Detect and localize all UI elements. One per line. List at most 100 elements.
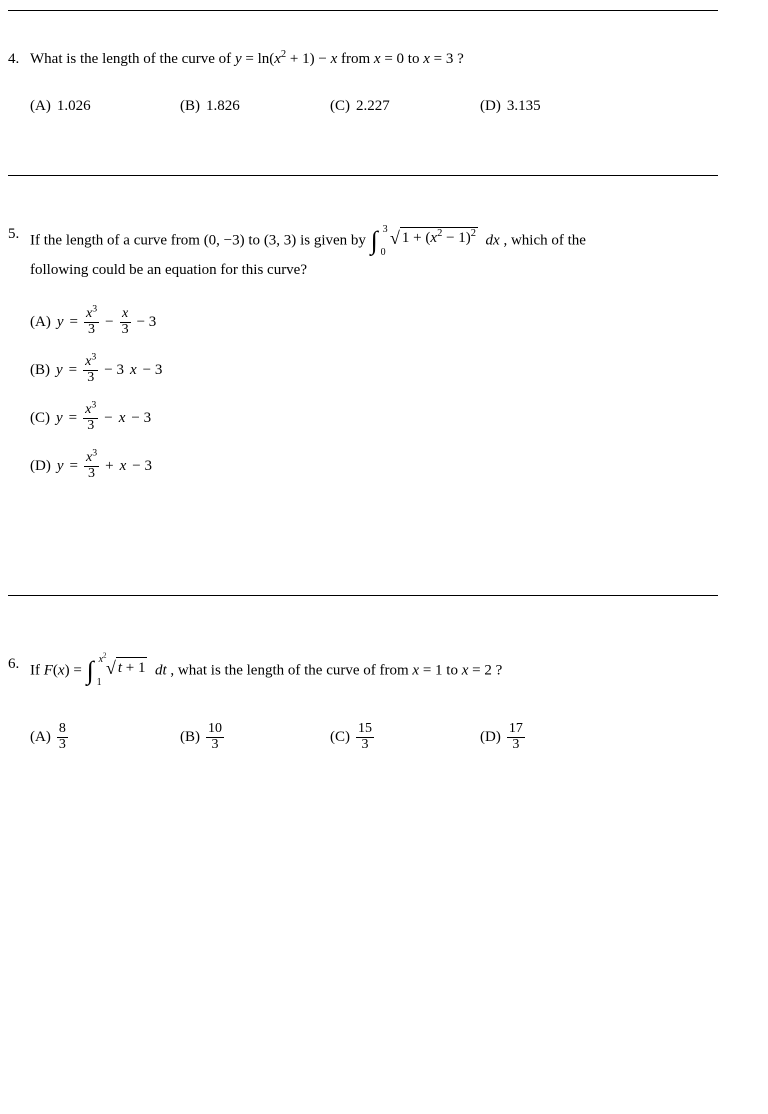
q5-tail: , which of the — [503, 232, 585, 248]
question-6: 6. If F(x) = ∫x21 √ t + 1 dt , what is t… — [8, 656, 760, 752]
q6d-frac: 173 — [507, 722, 525, 752]
q5a-f1s: 3 — [92, 303, 97, 314]
q6-choice-c: (C) 153 — [330, 722, 480, 752]
q5b-y: y — [56, 362, 63, 379]
q5a-y: y — [57, 314, 64, 331]
choice-label: (D) — [30, 458, 51, 475]
q6d-n: 17 — [507, 722, 525, 738]
q5a-f2n: x — [120, 307, 131, 323]
q4-x2: x — [331, 51, 338, 67]
q4-to-val: = 3 ? — [430, 51, 464, 67]
q5-choice-c: (C) y = x33 − x − 3 — [30, 399, 760, 437]
q5-p1: (0, −3) — [204, 232, 245, 248]
choice-label: (B) — [30, 362, 50, 379]
question-4: 4. What is the length of the curve of y … — [8, 51, 760, 115]
q6-from: = 1 to — [419, 662, 462, 678]
q5a-op1: − — [105, 314, 113, 331]
q5d-frac1: x33 — [84, 451, 99, 481]
q5-choice-d: (D) y = x33 + x − 3 — [30, 447, 760, 485]
choice-label: (C) — [330, 98, 350, 115]
q6-to: = 2 ? — [468, 662, 502, 678]
q6-choice-a: (A) 83 — [30, 722, 180, 752]
separator-5-6 — [8, 595, 718, 596]
separator-4-5 — [8, 175, 718, 176]
int-upper: 3 — [383, 224, 388, 235]
choice-text: 1.026 — [57, 98, 91, 115]
q5-p2: (3, 3) — [264, 232, 297, 248]
q6c-n: 15 — [356, 722, 374, 738]
q6a-frac: 83 — [57, 722, 68, 752]
q5c-x: x — [119, 410, 126, 427]
q4-choices: (A) 1.026 (B) 1.826 (C) 2.227 (D) 3.135 — [30, 98, 760, 115]
q4-choice-c: (C) 2.227 — [330, 98, 480, 115]
q5c-f1s: 3 — [91, 399, 96, 410]
q5a-frac1: x33 — [84, 307, 99, 337]
q5b-f1s: 3 — [91, 351, 96, 362]
choice-label: (A) — [30, 98, 51, 115]
q5c-frac1: x33 — [83, 403, 98, 433]
q6b-n: 10 — [206, 722, 224, 738]
q4-choice-d: (D) 3.135 — [480, 98, 630, 115]
q6b-frac: 103 — [206, 722, 224, 752]
q5-choice-a: (A) y = x33 − x3 − 3 — [30, 303, 760, 341]
radical-sign: √ — [390, 227, 400, 249]
radicand: t + 1 — [116, 657, 148, 678]
q5-choices: (A) y = x33 − x3 − 3 (B) y = x33 − 3x − … — [30, 303, 760, 485]
q5-dx: dx — [486, 232, 500, 248]
q4-y: y — [235, 51, 242, 67]
choice-label: (B) — [180, 98, 200, 115]
q6d-d: 3 — [507, 738, 525, 753]
integral-icon: ∫30 — [371, 226, 378, 256]
choice-label: (D) — [480, 98, 501, 115]
q5-given: is given by — [300, 232, 370, 248]
choice-label: (C) — [330, 729, 350, 746]
q4-mid: + 1) − — [286, 51, 330, 67]
q5c-f1d: 3 — [83, 419, 98, 434]
q6-dt: dt — [155, 662, 167, 678]
q5a-eq: = — [70, 314, 78, 331]
q5d-f1s: 3 — [92, 447, 97, 458]
q4-x1: x — [274, 51, 281, 67]
q5-prompt: If the length of a curve from (0, −3) to… — [30, 226, 760, 256]
q5b-eq: = — [69, 362, 77, 379]
q6-mid: , what is the length of the curve of fro… — [170, 662, 412, 678]
q6-x: x — [58, 662, 65, 678]
int-lower: 1 — [97, 677, 102, 688]
q6-choice-b: (B) 103 — [180, 722, 330, 752]
q5a-f1d: 3 — [84, 323, 99, 338]
choice-label: (B) — [180, 729, 200, 746]
q5-number: 5. — [8, 226, 30, 495]
q5b-op1: − 3 — [104, 362, 124, 379]
q4-prompt: What is the length of the curve of y = l… — [30, 51, 760, 68]
q5-choice-b: (B) y = x33 − 3x − 3 — [30, 351, 760, 389]
q5a-frac2: x3 — [120, 307, 131, 337]
q5b-tail: − 3 — [143, 362, 163, 379]
q6-F: F — [44, 662, 53, 678]
q6c-frac: 153 — [356, 722, 374, 752]
q4-from-x: x — [374, 51, 381, 67]
q6-choices: (A) 83 (B) 103 (C) 153 (D) 173 — [30, 722, 760, 752]
q5d-y: y — [57, 458, 64, 475]
q4-to-x: x — [423, 51, 430, 67]
q4-number: 4. — [8, 51, 30, 115]
q5a-tail: − 3 — [137, 314, 157, 331]
choice-text: 3.135 — [507, 98, 541, 115]
q6-eq: = — [73, 662, 85, 678]
q5c-tail: − 3 — [131, 410, 151, 427]
q6-choice-d: (D) 173 — [480, 722, 630, 752]
q5d-x: x — [120, 458, 127, 475]
q5d-tail: − 3 — [132, 458, 152, 475]
q5b-f1d: 3 — [83, 371, 98, 386]
choice-label: (C) — [30, 410, 50, 427]
q6a-d: 3 — [57, 738, 68, 753]
q6-number: 6. — [8, 656, 30, 752]
q5-sr-sup2: 2 — [471, 228, 476, 239]
q5-to: to — [248, 232, 263, 248]
q6c-d: 3 — [356, 738, 374, 753]
q5-prompt-2: following could be an equation for this … — [30, 262, 760, 279]
q6-t1: If — [30, 662, 44, 678]
choice-label: (A) — [30, 729, 51, 746]
q4-eq: = ln( — [245, 51, 274, 67]
q5d-f1d: 3 — [84, 467, 99, 482]
q5b-frac1: x33 — [83, 355, 98, 385]
